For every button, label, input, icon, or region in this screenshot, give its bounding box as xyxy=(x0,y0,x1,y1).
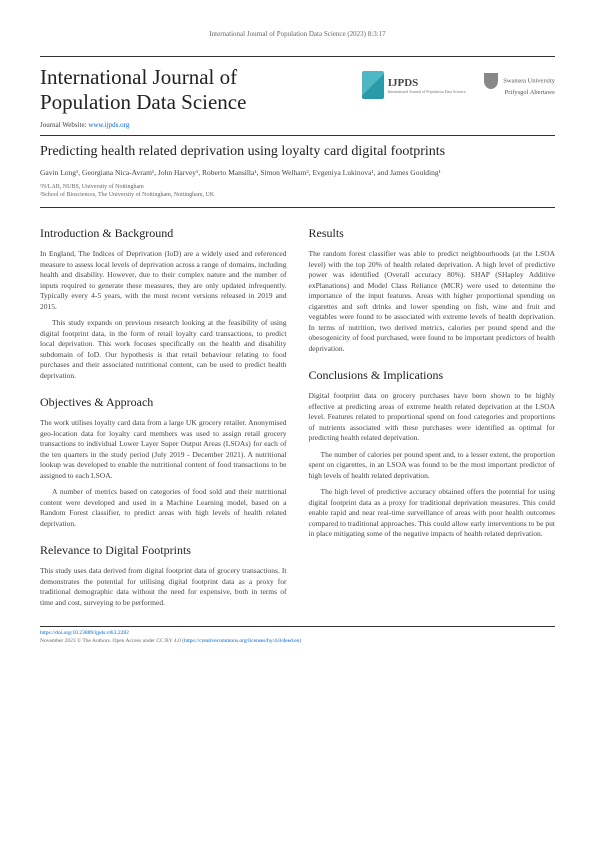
affiliation-2: ²School of Biosciences, The University o… xyxy=(40,192,555,200)
ijpds-logo-icon xyxy=(362,71,384,99)
mid-rule-1 xyxy=(40,135,555,136)
running-head: International Journal of Population Data… xyxy=(40,30,555,38)
doi-link[interactable]: https://doi.org/10.23889/ijpds.v8i3.2282 xyxy=(40,630,129,636)
relevance-heading: Relevance to Digital Footprints xyxy=(40,543,287,558)
objectives-heading: Objectives & Approach xyxy=(40,395,287,410)
conclusions-p3: The high level of predictive accuracy ob… xyxy=(309,487,556,540)
conclusions-p2: The number of calories per pound spent a… xyxy=(309,450,556,482)
objectives-p1: The work utilises loyalty card data from… xyxy=(40,418,287,481)
header-block: International Journal of Population Data… xyxy=(40,65,555,115)
affiliation-1: ¹N/LAB, NUBS, University of Nottingham xyxy=(40,184,555,192)
swansea-line1: Swansea University xyxy=(503,78,555,85)
swansea-shield-icon xyxy=(484,73,498,89)
relevance-p1: This study uses data derived from digita… xyxy=(40,566,287,608)
mid-rule-2 xyxy=(40,207,555,208)
results-heading: Results xyxy=(309,226,556,241)
footer-text-b: ) xyxy=(299,638,301,644)
authors: Gavin Long¹, Georgiana Nica-Avram¹, John… xyxy=(40,168,555,179)
article-title: Predicting health related deprivation us… xyxy=(40,144,555,160)
ijpds-logo-text: IJPDS xyxy=(388,77,466,89)
intro-p2: This study expands on previous research … xyxy=(40,318,287,381)
right-column: Results The random forest classifier was… xyxy=(309,226,556,614)
website-line: Journal Website: www.ijpds.org xyxy=(40,121,555,129)
journal-title-line1: International Journal of xyxy=(40,65,246,90)
conclusions-p1: Digital footprint data on grocery purcha… xyxy=(309,391,556,444)
intro-p1: In England, The Indices of Deprivation (… xyxy=(40,249,287,312)
left-column: Introduction & Background In England, Th… xyxy=(40,226,287,614)
top-rule xyxy=(40,56,555,57)
footer: https://doi.org/10.23889/ijpds.v8i3.2282… xyxy=(40,630,555,644)
footer-text-a: November 2023 © The Authors. Open Access… xyxy=(40,638,184,644)
journal-title-block: International Journal of Population Data… xyxy=(40,65,246,115)
license-link[interactable]: https://creativecommons.org/licenses/by/… xyxy=(184,638,300,644)
intro-heading: Introduction & Background xyxy=(40,226,287,241)
website-link[interactable]: www.ijpds.org xyxy=(88,121,129,129)
columns: Introduction & Background In England, Th… xyxy=(40,226,555,614)
website-label: Journal Website: xyxy=(40,121,88,129)
swansea-line2: Prifysgol Abertawe xyxy=(505,89,555,96)
logos: IJPDS International Journal of Populatio… xyxy=(362,65,555,99)
results-p1: The random forest classifier was able to… xyxy=(309,249,556,354)
swansea-logo: Swansea University Prifysgol Abertawe xyxy=(484,73,555,97)
ijpds-logo: IJPDS International Journal of Populatio… xyxy=(362,71,466,99)
conclusions-heading: Conclusions & Implications xyxy=(309,368,556,383)
journal-title-line2: Population Data Science xyxy=(40,90,246,115)
objectives-p2: A number of metrics based on categories … xyxy=(40,487,287,529)
ijpds-logo-subtitle: International Journal of Population Data… xyxy=(388,89,466,94)
footer-rule xyxy=(40,626,555,627)
